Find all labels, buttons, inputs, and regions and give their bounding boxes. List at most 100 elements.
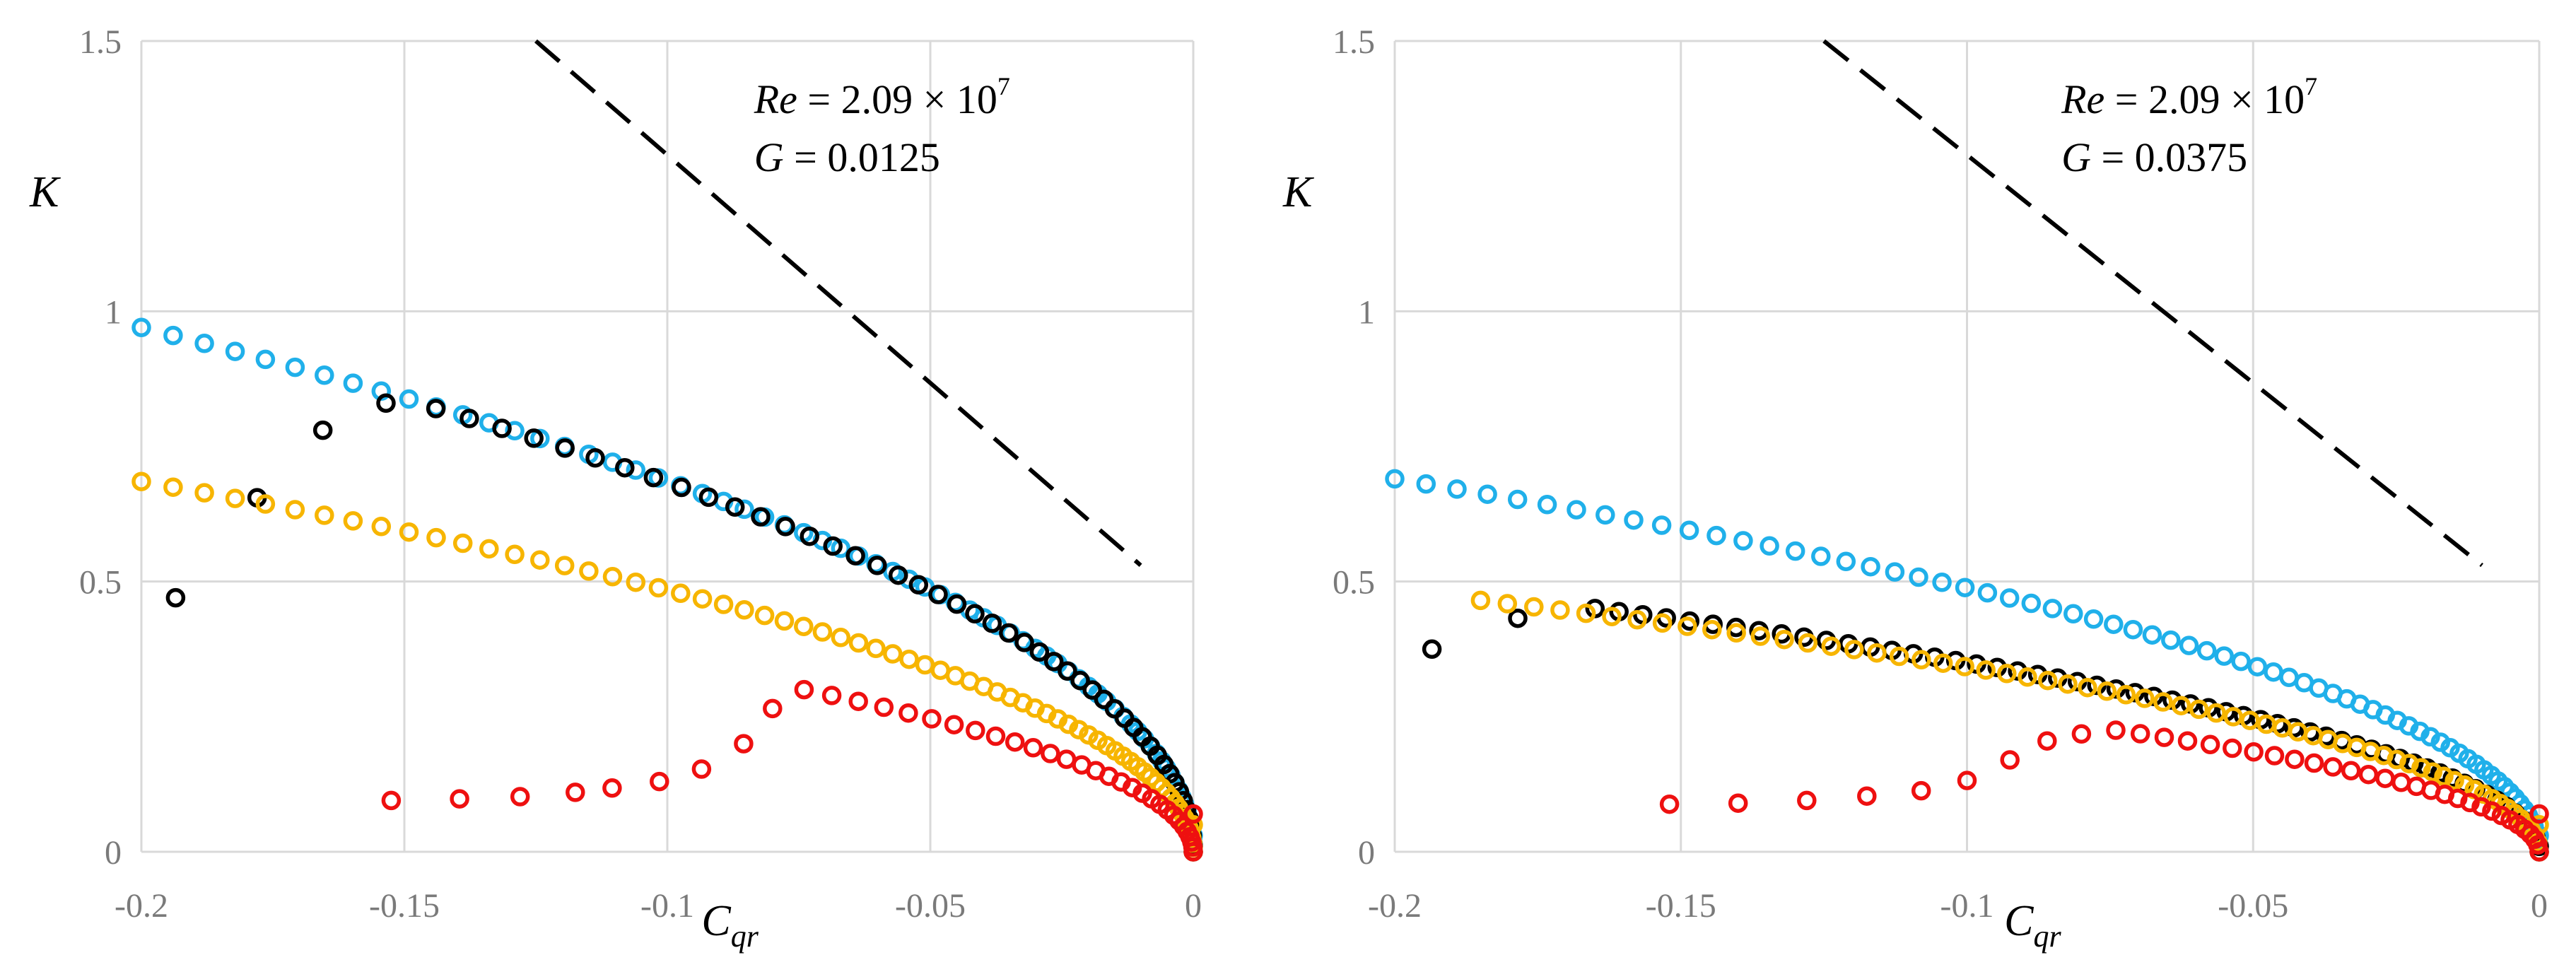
g-parameter-annotation: G = 0.0375 [2061, 134, 2247, 180]
data-point-black [555, 438, 575, 458]
data-point-orange [1997, 664, 2017, 684]
data-point-black [1094, 689, 1114, 710]
data-point-orange [626, 572, 646, 592]
data-point-black [888, 565, 908, 585]
data-point-blue [1811, 546, 1831, 566]
data-point-red [1041, 744, 1060, 763]
data-point-black [643, 467, 664, 488]
data-point-black [823, 536, 843, 556]
data-point-orange [579, 561, 599, 581]
data-point-red [510, 787, 530, 807]
data-point-orange [163, 477, 183, 497]
dashed-reference-line [534, 39, 1142, 567]
dashed-reference-line [1822, 39, 2483, 568]
y-tick-label: 1 [1358, 293, 1375, 331]
data-point-blue [2123, 619, 2143, 640]
data-point-blue [2063, 604, 2083, 624]
x-tick-label: -0.05 [2218, 887, 2288, 925]
data-point-black [1014, 633, 1034, 652]
data-point-orange [883, 644, 903, 664]
data-point-orange [1576, 603, 1596, 623]
data-point-blue [1679, 520, 1699, 541]
data-point-blue [1537, 495, 1557, 515]
x-axis-label-subscript: qr [2033, 919, 2061, 954]
data-point-orange [452, 533, 473, 553]
data-point-blue [315, 365, 334, 385]
data-point-orange [1627, 610, 1647, 630]
data-point-orange [774, 611, 795, 631]
series-red [381, 679, 1203, 862]
data-point-orange [2097, 681, 2117, 701]
data-point-blue [2247, 657, 2268, 676]
data-point-black [751, 507, 771, 527]
data-point-red [2000, 750, 2020, 770]
data-point-orange [2189, 699, 2209, 720]
data-point-blue [2214, 646, 2234, 666]
x-axis-label-subscript: qr [731, 919, 759, 954]
data-point-orange [2058, 674, 2078, 694]
data-point-orange [831, 628, 851, 647]
data-point-red [2071, 724, 2092, 744]
data-point-blue [2430, 732, 2451, 752]
data-point-orange [1933, 653, 1953, 673]
data-point-blue [2196, 640, 2217, 661]
data-point-red [450, 789, 469, 809]
data-point-orange [794, 616, 814, 636]
data-point-orange [1976, 660, 1996, 680]
y-tick-label: 1.5 [1333, 23, 1375, 61]
data-point-blue [2042, 599, 2063, 619]
data-point-orange [754, 605, 775, 626]
data-point-red [2341, 761, 2361, 781]
data-point-black [1043, 652, 1064, 672]
data-point-red [1183, 804, 1203, 824]
x-tick-label: 0 [2531, 887, 2548, 925]
x-tick-label: -0.15 [1646, 887, 1716, 925]
data-point-red [1728, 793, 1748, 813]
data-point-red [922, 709, 942, 729]
data-point-orange [2135, 688, 2155, 708]
data-point-red [821, 686, 842, 705]
data-point-red [1005, 732, 1025, 752]
data-point-blue [626, 460, 646, 480]
data-point-red [874, 697, 894, 717]
data-point-orange [1524, 597, 1544, 617]
data-point-red [2529, 804, 2549, 824]
data-point-blue [285, 357, 305, 377]
data-point-blue [1651, 515, 1672, 535]
data-point-black [725, 497, 745, 517]
series-orange [1470, 590, 2549, 862]
x-axis-label: Cqr [701, 897, 759, 954]
data-point-blue [1706, 525, 1726, 546]
x-axis-label-main: C [2004, 897, 2034, 945]
data-point-orange [1602, 606, 1622, 626]
data-point-orange [530, 550, 550, 570]
data-point-blue [1624, 510, 1644, 530]
data-point-orange [2411, 758, 2431, 778]
data-point-blue [734, 499, 754, 520]
data-point-red [2285, 749, 2305, 769]
data-point-black [1422, 639, 1442, 660]
data-point-black [312, 420, 333, 440]
data-point-orange [554, 556, 575, 575]
data-point-orange [734, 600, 754, 620]
data-point-blue [1955, 578, 1975, 597]
data-point-orange [1726, 623, 1746, 643]
data-point-black [376, 393, 396, 414]
data-point-orange [1702, 619, 1722, 640]
x-axis-label: Cqr [2004, 897, 2061, 954]
data-point-orange [1955, 657, 1974, 676]
data-point-orange [315, 505, 334, 525]
data-point-black [845, 546, 865, 565]
data-point-orange [602, 567, 623, 587]
data-point-black [165, 587, 186, 608]
data-point-orange [866, 638, 886, 659]
data-point-red [381, 790, 402, 811]
data-point-blue [1999, 588, 2020, 608]
data-point-blue [1861, 556, 1880, 577]
data-point-orange [505, 544, 525, 565]
y-tick-label: 0 [105, 834, 122, 872]
data-point-black [908, 575, 929, 595]
data-point-red [2264, 746, 2285, 766]
data-point-blue [399, 389, 419, 409]
data-point-blue [2179, 635, 2199, 655]
